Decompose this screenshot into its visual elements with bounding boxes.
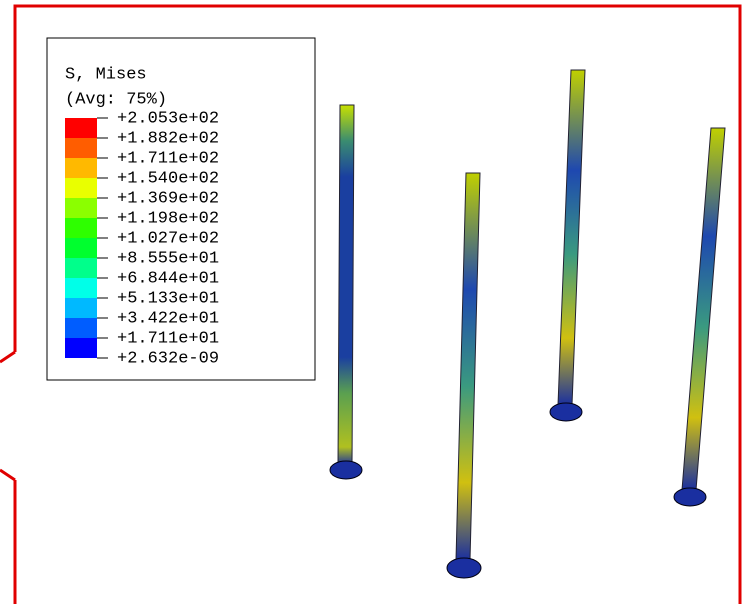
legend-swatch: [65, 278, 97, 298]
legend-label: +1.711e+01: [117, 329, 219, 348]
legend-subtitle: (Avg: 75%): [65, 90, 167, 109]
legend-swatch: [65, 138, 97, 158]
legend-label: +3.422e+01: [117, 309, 219, 328]
rod: [558, 70, 585, 405]
legend-swatch: [65, 298, 97, 318]
legend-label: +1.027e+02: [117, 229, 219, 248]
legend-label: +1.369e+02: [117, 189, 219, 208]
rod: [456, 173, 480, 560]
legend-label: +6.844e+01: [117, 269, 219, 288]
legend-label: +1.198e+02: [117, 209, 219, 228]
legend-swatch: [65, 238, 97, 258]
rod-head: [330, 461, 362, 479]
rod-head: [447, 558, 481, 578]
legend-swatch: [65, 258, 97, 278]
legend-label: +1.882e+02: [117, 129, 219, 148]
legend: S, Mises (Avg: 75%) +2.053e+02+1.882e+02…: [47, 38, 315, 380]
legend-label: +8.555e+01: [117, 249, 219, 268]
legend-label: +5.133e+01: [117, 289, 219, 308]
legend-swatch: [65, 198, 97, 218]
viewport: S, Mises (Avg: 75%) +2.053e+02+1.882e+02…: [0, 0, 748, 604]
legend-swatch: [65, 338, 97, 358]
rod-head: [674, 488, 706, 506]
model: [330, 70, 725, 578]
legend-label: +1.540e+02: [117, 169, 219, 188]
legend-label: +1.711e+02: [117, 149, 219, 168]
legend-swatch: [65, 218, 97, 238]
rod: [338, 105, 354, 465]
legend-swatch: [65, 178, 97, 198]
legend-swatch: [65, 118, 97, 138]
legend-label: +2.053e+02: [117, 109, 219, 128]
rod-head: [550, 403, 582, 421]
legend-swatch: [65, 318, 97, 338]
rod: [682, 128, 725, 490]
legend-label: +2.632e-09: [117, 349, 219, 368]
legend-title: S, Mises: [65, 65, 147, 84]
legend-swatch: [65, 158, 97, 178]
